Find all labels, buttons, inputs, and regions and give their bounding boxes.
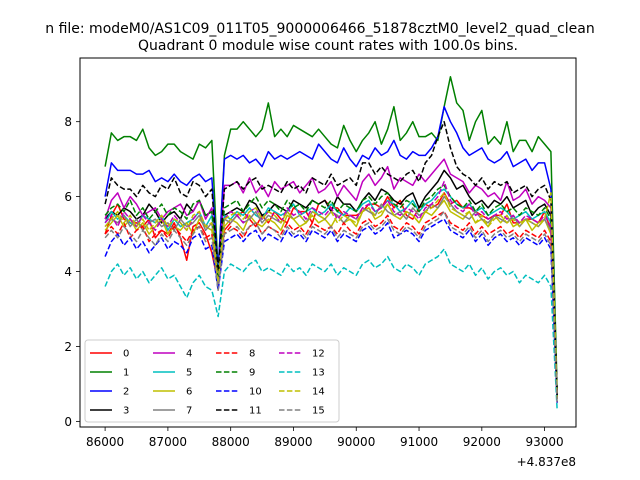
y-axis: 0 2 4 6 8 xyxy=(64,115,80,429)
legend-label: 5 xyxy=(186,368,192,379)
legend-label: 13 xyxy=(312,368,325,379)
y-tick-label: 0 xyxy=(64,415,72,429)
x-tick-label: 88000 xyxy=(212,435,250,449)
chart-title: Quadrant 0 module wise count rates with … xyxy=(138,38,518,54)
plot-frame xyxy=(79,57,577,428)
series-line-13 xyxy=(104,248,558,411)
legend-entry-9: 9 xyxy=(216,368,255,379)
x-tick-label: 90000 xyxy=(337,435,375,449)
y-tick-label: 8 xyxy=(64,115,72,129)
legend-label: 15 xyxy=(312,406,325,417)
series-line-2 xyxy=(104,105,558,399)
legend-box xyxy=(84,339,340,423)
legend-entry-15: 15 xyxy=(279,406,325,417)
series-line-10 xyxy=(104,218,558,403)
legend-label: 3 xyxy=(123,406,129,417)
legend-label: 11 xyxy=(249,406,262,417)
legend-entry-7: 7 xyxy=(153,406,192,417)
series-layer xyxy=(104,75,558,411)
series-line-14 xyxy=(104,192,558,399)
legend-label: 0 xyxy=(123,349,129,360)
legend-entry-0: 0 xyxy=(90,349,129,360)
x-tick-label: 93000 xyxy=(526,435,564,449)
series-line-4 xyxy=(104,158,558,399)
figure-suptitle: n file: modeM0/AS1C09_011T05_9000006466_… xyxy=(45,21,594,37)
legend-entry-6: 6 xyxy=(153,387,192,398)
legend-label: 10 xyxy=(249,387,262,398)
legend-label: 14 xyxy=(312,387,325,398)
legend-label: 1 xyxy=(123,368,129,379)
y-tick-label: 6 xyxy=(64,190,72,204)
y-tick-label: 2 xyxy=(64,340,72,354)
series-line-1 xyxy=(104,75,558,392)
series-line-11 xyxy=(104,120,558,396)
legend-label: 8 xyxy=(249,349,255,360)
x-tick-label: 86000 xyxy=(86,435,124,449)
legend-entry-8: 8 xyxy=(216,349,255,360)
series-line-15 xyxy=(104,210,558,403)
legend-entry-13: 13 xyxy=(279,368,325,379)
legend-entry-5: 5 xyxy=(153,368,192,379)
legend-label: 12 xyxy=(312,349,325,360)
legend-label: 7 xyxy=(186,406,192,417)
legend-label: 6 xyxy=(186,387,192,398)
x-tick-label: 87000 xyxy=(149,435,187,449)
legend-entry-10: 10 xyxy=(216,387,262,398)
legend-entry-2: 2 xyxy=(90,387,129,398)
legend-entry-3: 3 xyxy=(90,406,129,417)
x-tick-label: 91000 xyxy=(400,435,438,449)
x-offset-label: +4.837e8 xyxy=(517,455,576,469)
y-tick-label: 4 xyxy=(64,265,72,279)
legend-label: 9 xyxy=(249,368,255,379)
legend-label: 2 xyxy=(123,387,129,398)
series-line-5 xyxy=(104,188,558,399)
legend-label: 4 xyxy=(186,349,192,360)
x-tick-label: 89000 xyxy=(274,435,312,449)
legend-entry-14: 14 xyxy=(279,387,325,398)
x-axis: 86000 87000 88000 89000 90000 91000 92000 93000 xyxy=(86,427,564,449)
series-line-9 xyxy=(104,184,558,399)
legend-entry-1: 1 xyxy=(90,368,129,379)
legend-entry-11: 11 xyxy=(216,406,262,417)
x-tick-label: 92000 xyxy=(463,435,501,449)
legend-entry-12: 12 xyxy=(279,349,325,360)
legend-entry-4: 4 xyxy=(153,349,192,360)
